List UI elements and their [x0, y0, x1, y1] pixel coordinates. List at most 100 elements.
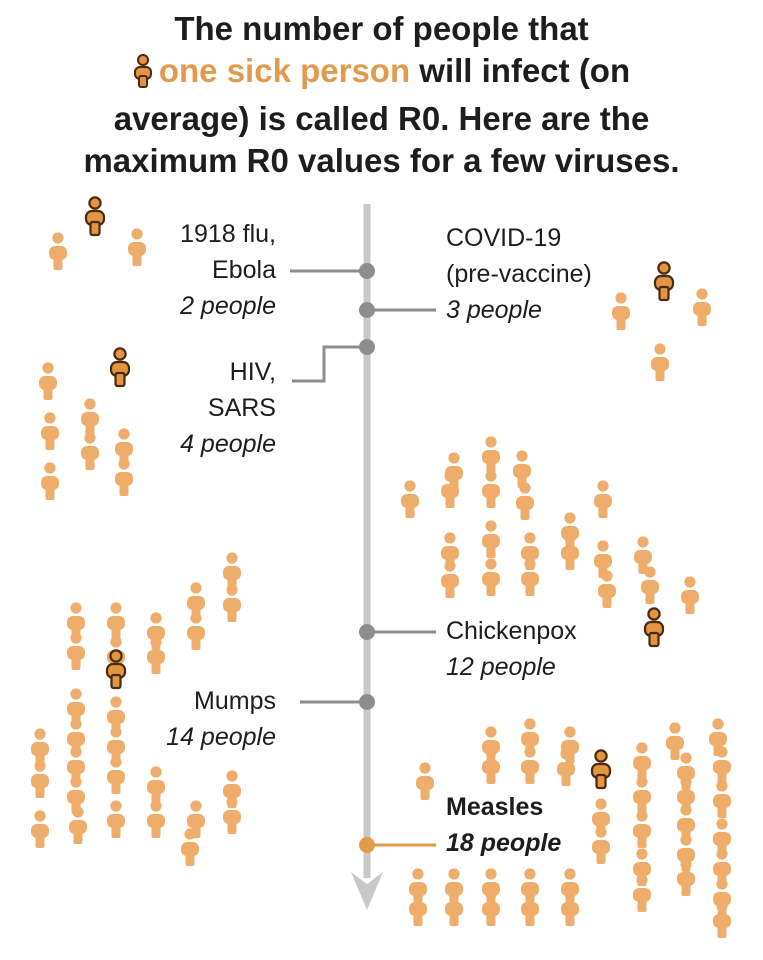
- timeline-layer: [290, 204, 436, 910]
- marker-dot: [359, 694, 375, 710]
- person-icon: [521, 558, 539, 596]
- person-icon: [81, 432, 99, 470]
- person-icon: [128, 228, 146, 266]
- headline-line-2-rest: will infect (on: [419, 52, 631, 89]
- infected-group-4: [401, 436, 699, 648]
- sick-person-icon: [590, 749, 612, 790]
- marker-dot: [359, 302, 375, 318]
- label-flu-ebola: 1918 flu, Ebola 2 people: [180, 216, 276, 324]
- virus-name: COVID-19: [446, 224, 562, 252]
- virus-name-2: (pre-vaccine): [446, 260, 592, 288]
- person-icon: [401, 480, 419, 518]
- person-icon: [482, 888, 500, 926]
- infected-group-6: [409, 718, 731, 938]
- person-icon: [633, 742, 651, 780]
- sick-person-icon: [643, 607, 665, 648]
- infection-count: 3 people: [446, 296, 542, 324]
- headline-line-1: The number of people that: [174, 10, 589, 47]
- person-icon: [187, 612, 205, 650]
- infected-group-5: [31, 552, 241, 866]
- person-icon: [594, 480, 612, 518]
- person-icon: [147, 766, 165, 804]
- virus-name-2: SARS: [207, 394, 276, 422]
- person-icon: [409, 868, 427, 906]
- person-icon: [441, 470, 459, 508]
- label-chickenpox: Chickenpox 12 people: [446, 613, 577, 685]
- virus-name-2: Ebola: [212, 256, 276, 284]
- person-icon: [681, 576, 699, 614]
- person-icon: [69, 806, 87, 844]
- connector-line: [292, 345, 367, 383]
- person-icon: [633, 810, 651, 848]
- person-icon: [441, 560, 459, 598]
- person-icon: [677, 858, 695, 896]
- sick-person-icon: [133, 54, 153, 98]
- person-icon: [107, 602, 125, 640]
- marker-dot: [359, 339, 375, 355]
- person-icon: [482, 746, 500, 784]
- infection-count: 12 people: [446, 653, 556, 681]
- person-icon: [521, 868, 539, 906]
- infection-count: 2 people: [180, 292, 276, 320]
- person-icon: [713, 780, 731, 818]
- marker-dot: [359, 624, 375, 640]
- person-icon: [651, 343, 669, 381]
- arrow-down-icon: [351, 872, 383, 910]
- person-icon: [521, 888, 539, 926]
- person-icon: [482, 726, 500, 764]
- person-icon: [115, 458, 133, 496]
- person-icon: [713, 746, 731, 784]
- person-icon: [592, 826, 610, 864]
- headline: The number of people that one sick perso…: [0, 8, 763, 182]
- person-icon: [612, 292, 630, 330]
- person-icon: [598, 570, 616, 608]
- person-icon: [107, 800, 125, 838]
- person-icon: [713, 900, 731, 938]
- person-icon: [147, 800, 165, 838]
- person-icon: [633, 874, 651, 912]
- person-icon: [594, 540, 612, 578]
- virus-name: Measles: [446, 793, 544, 821]
- label-mumps: Mumps 14 people: [166, 683, 276, 755]
- person-icon: [482, 558, 500, 596]
- sick-person-icon: [653, 261, 675, 302]
- person-icon: [482, 436, 500, 474]
- person-icon: [31, 728, 49, 766]
- sick-person-icon: [84, 196, 106, 237]
- infected-group-1: [49, 196, 146, 270]
- person-icon: [39, 362, 57, 400]
- person-icon: [482, 470, 500, 508]
- person-icon: [223, 796, 241, 834]
- virus-name: Chickenpox: [446, 617, 577, 645]
- person-icon: [187, 800, 205, 838]
- infection-count: 14 people: [166, 723, 276, 751]
- headline-highlight: one sick person: [158, 52, 411, 89]
- person-icon: [693, 288, 711, 326]
- person-icon: [521, 746, 539, 784]
- person-icon: [445, 888, 463, 926]
- people-layer: [31, 196, 731, 938]
- person-icon: [482, 868, 500, 906]
- person-icon: [147, 636, 165, 674]
- person-icon: [416, 762, 434, 800]
- person-icon: [561, 512, 579, 550]
- person-icon: [666, 722, 684, 760]
- person-icon: [561, 532, 579, 570]
- virus-name: Mumps: [194, 687, 276, 715]
- label-hiv-sars: HIV, SARS 4 people: [180, 354, 276, 462]
- person-icon: [41, 412, 59, 450]
- marker-dot: [359, 263, 375, 279]
- person-icon: [482, 520, 500, 558]
- person-icon: [561, 868, 579, 906]
- person-icon: [67, 632, 85, 670]
- person-icon: [223, 584, 241, 622]
- person-icon: [31, 760, 49, 798]
- person-icon: [107, 756, 125, 794]
- virus-name: 1918 flu,: [180, 220, 276, 248]
- infection-count: 4 people: [180, 430, 276, 458]
- person-icon: [633, 776, 651, 814]
- infected-group-3: [39, 347, 133, 500]
- person-icon: [31, 810, 49, 848]
- person-icon: [181, 828, 199, 866]
